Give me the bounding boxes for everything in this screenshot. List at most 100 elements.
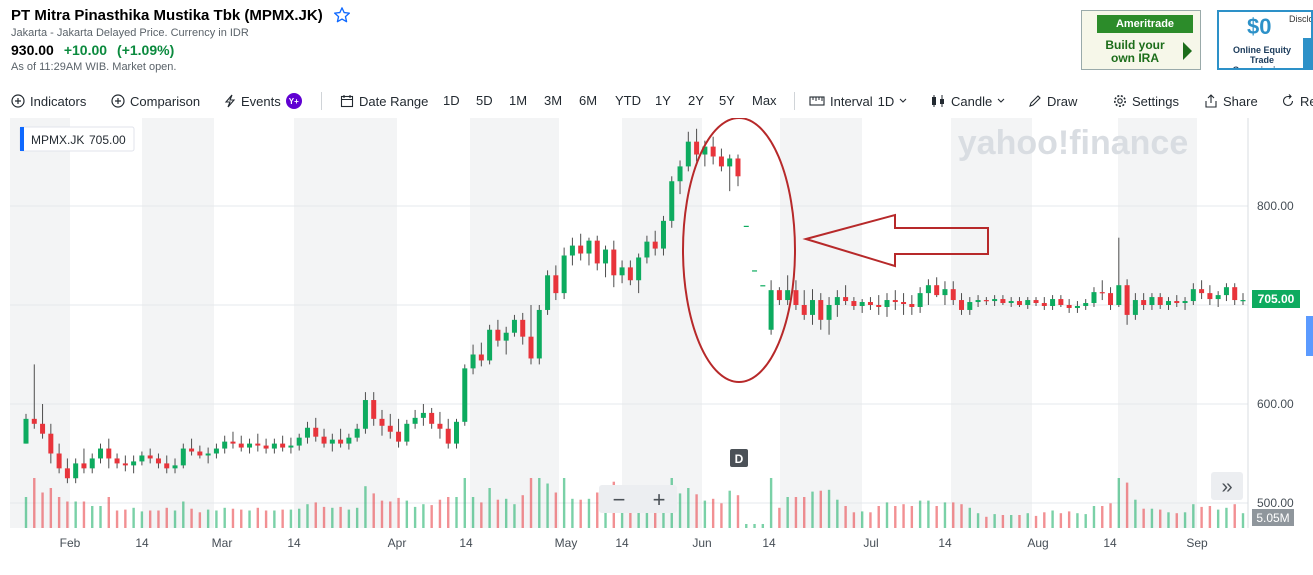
range-3m[interactable]: 3M <box>544 93 563 108</box>
candle-body <box>652 241 658 249</box>
zoom-controls: − + <box>599 485 677 513</box>
events-premium-badge: Y+ <box>285 93 302 109</box>
range-2y[interactable]: 2Y <box>688 93 704 108</box>
settings-button[interactable]: Settings <box>1113 92 1179 110</box>
volume-bar <box>148 510 152 528</box>
watchlist-star-icon[interactable] <box>333 6 351 24</box>
volume-bar <box>504 498 508 528</box>
candle-body <box>884 300 890 307</box>
candle-body <box>371 400 377 419</box>
candle-body <box>611 249 617 276</box>
y-tick-label: 600.00 <box>1257 397 1294 411</box>
calendar-icon <box>340 95 354 108</box>
candle-body <box>180 448 186 466</box>
x-tick-label: Sep <box>1186 536 1208 550</box>
candle-body <box>520 319 526 337</box>
legend-value: 705.00 <box>89 133 126 147</box>
volume-bar <box>1043 512 1046 528</box>
candle-body <box>412 417 418 424</box>
volume-bar <box>264 510 268 528</box>
candle-body <box>1165 301 1171 305</box>
y-axis: 500.00 600.00 800.00 <box>1247 118 1294 528</box>
volume-bar <box>1109 503 1112 528</box>
side-handle[interactable] <box>1306 316 1313 356</box>
commission-text: Online Equity Trade Commissions <box>1232 45 1292 70</box>
volume-bar <box>438 499 442 528</box>
candle-body <box>1190 289 1196 302</box>
scroll-right-control[interactable]: » <box>1211 472 1243 500</box>
candle-body <box>768 290 774 330</box>
candle-body <box>1199 289 1205 294</box>
candle-body <box>1149 297 1155 305</box>
zoom-in-button[interactable]: + <box>653 487 666 512</box>
x-tick-label: 14 <box>762 536 776 550</box>
volume-bar <box>198 512 202 528</box>
candle-body <box>1157 297 1163 305</box>
candle-body <box>1132 300 1138 315</box>
price-tag-value: 705.00 <box>1258 292 1295 306</box>
candle-body <box>271 443 277 449</box>
candle-body <box>876 305 882 307</box>
volume-bar <box>173 510 177 528</box>
volume-bar <box>538 478 541 528</box>
events-button[interactable]: Events Y+ <box>224 92 302 110</box>
volume-bar <box>289 509 293 528</box>
range-6m[interactable]: 6M <box>579 93 598 108</box>
candle-body <box>785 290 791 301</box>
range-5d[interactable]: 5D <box>476 93 493 108</box>
x-tick-label: Mar <box>212 536 233 550</box>
x-tick-label: Feb <box>60 536 81 550</box>
volume-bar <box>629 501 632 528</box>
volume-bar <box>728 490 731 528</box>
volume-bar <box>165 507 168 528</box>
date-range-button[interactable]: Date Range <box>340 92 428 110</box>
draw-button[interactable]: Draw <box>1028 92 1077 110</box>
ad-accent-bar <box>1303 38 1311 68</box>
candle-body <box>752 270 758 272</box>
indicators-button[interactable]: Indicators <box>11 92 86 110</box>
candle-body <box>636 257 642 281</box>
range-5y[interactable]: 5Y <box>719 93 735 108</box>
price-chart[interactable]: yahoo!finance 500.00 600.00 800.00 Feb 14 Ma… <box>0 117 1313 575</box>
candle-body <box>536 309 542 359</box>
candle-body <box>172 465 178 469</box>
volume-bar <box>803 497 806 528</box>
draw-label: Draw <box>1047 93 1078 109</box>
range-1m[interactable]: 1M <box>509 93 528 108</box>
candle-body <box>247 443 253 448</box>
interval-button[interactable]: Interval 1D <box>809 92 907 110</box>
chart-type-button[interactable]: Candle <box>930 92 1005 110</box>
annotation-ellipse <box>682 117 796 383</box>
volume-bar <box>976 513 980 528</box>
candle-body <box>627 267 633 281</box>
event-marker[interactable]: D <box>730 449 748 467</box>
reset-button[interactable]: Re <box>1281 92 1313 110</box>
zoom-out-button[interactable]: − <box>613 487 626 512</box>
volume-bar <box>910 506 914 528</box>
candle-body <box>950 289 956 301</box>
zero-commission-ad[interactable]: $0 Disclo Online Equity Trade Commission… <box>1217 10 1313 70</box>
candle-body <box>238 443 244 448</box>
range-1y[interactable]: 1Y <box>655 93 671 108</box>
range-1d[interactable]: 1D <box>443 93 460 108</box>
candle-body <box>1016 301 1022 305</box>
volume-bar <box>281 509 284 528</box>
candle-body <box>843 297 849 302</box>
volume-bar <box>1001 515 1005 528</box>
volume-bar <box>860 511 864 528</box>
candle-body <box>992 299 998 302</box>
range-max[interactable]: Max <box>752 93 777 108</box>
volume-bar <box>496 499 500 528</box>
comparison-button[interactable]: Comparison <box>111 92 200 110</box>
share-button[interactable]: Share <box>1204 92 1258 110</box>
candle-body <box>1074 305 1080 308</box>
volume-bar <box>778 507 781 528</box>
volume-bar <box>49 488 53 528</box>
chart-area[interactable]: yahoo!finance 500.00 600.00 800.00 Feb 14 Ma… <box>0 117 1313 575</box>
candle-body <box>321 436 327 444</box>
volume-bar <box>952 502 955 528</box>
legend-box[interactable]: MPMX.JK 705.00 <box>19 126 135 152</box>
ameritrade-ad[interactable]: Ameritrade Build your own IRA <box>1081 10 1201 70</box>
range-ytd[interactable]: YTD <box>615 93 641 108</box>
candle-body <box>429 412 435 424</box>
